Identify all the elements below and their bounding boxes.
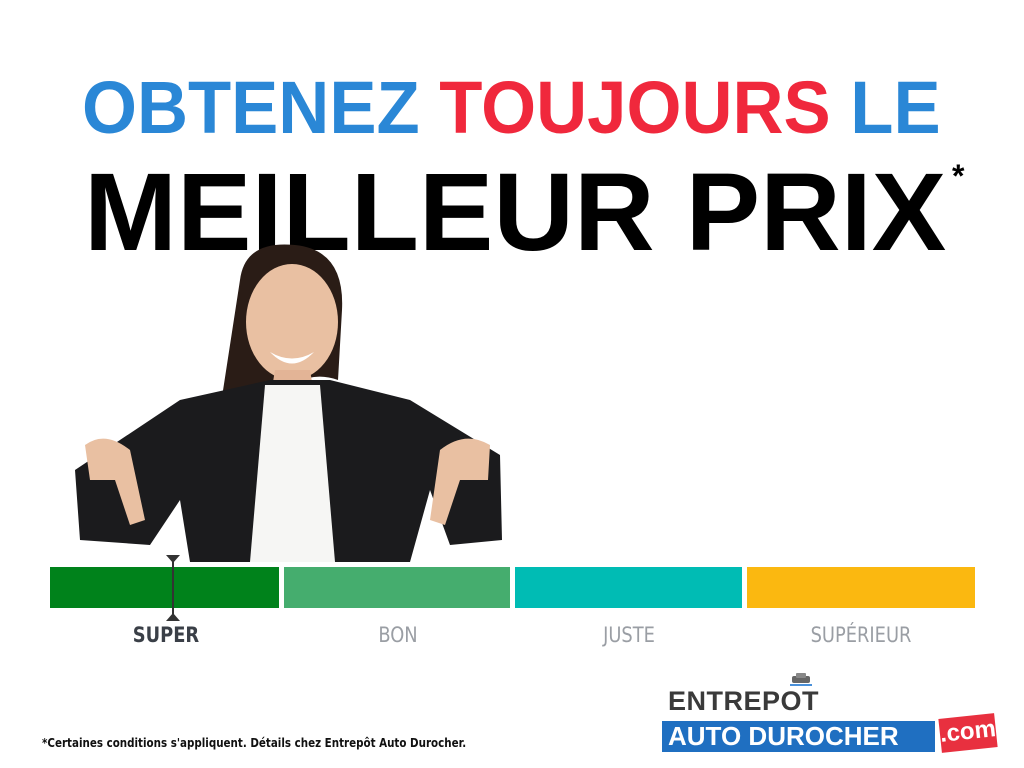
headline-line2: MEILLEUR PRIX bbox=[84, 151, 947, 274]
headline-word-toujours: TOUJOURS bbox=[439, 66, 831, 149]
scale-label-super: SUPER bbox=[132, 623, 200, 647]
scale-segment-superieur bbox=[747, 567, 975, 608]
woman-pointing-photo bbox=[75, 244, 502, 562]
logo-text-auto-durocher: AUTO DUROCHER bbox=[662, 721, 935, 752]
headline-line1: OBTENEZ TOUJOURS LE bbox=[82, 71, 941, 145]
disclaimer: *Certaines conditions s'appliquent. Déta… bbox=[42, 736, 467, 750]
scale-label-superieur: SUPÉRIEUR bbox=[810, 623, 912, 647]
scale-label-bon: BON bbox=[378, 623, 418, 647]
logo-text-entrepot: ENTREPOT bbox=[668, 686, 820, 716]
headline-word-le: LE bbox=[850, 66, 941, 149]
headline-word-obtenez: OBTENEZ bbox=[82, 66, 420, 149]
scale-label-juste: JUSTE bbox=[603, 623, 655, 647]
headline-asterisk: * bbox=[952, 158, 965, 194]
car-icon bbox=[790, 673, 812, 686]
price-marker-icon bbox=[166, 555, 180, 621]
scale-segment-super bbox=[50, 567, 279, 608]
logo-text-com: .com bbox=[938, 713, 998, 753]
scale-segment-juste bbox=[515, 567, 742, 608]
scale-segment-bon bbox=[284, 567, 510, 608]
